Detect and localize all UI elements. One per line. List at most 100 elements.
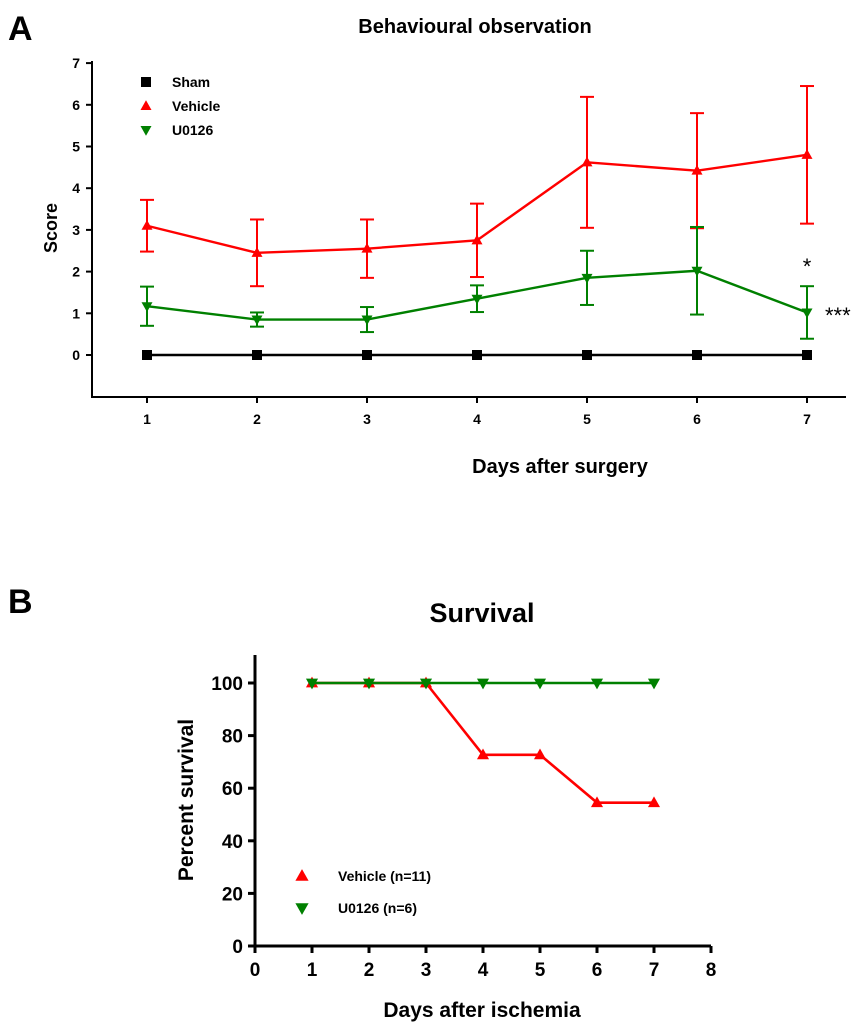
x-tick-label: 5	[535, 960, 546, 981]
legend-label: Sham	[172, 74, 210, 90]
x-tick-label: 1	[143, 411, 151, 427]
data-point	[251, 315, 263, 326]
panel-b-series	[305, 676, 661, 808]
x-tick-label: 8	[706, 960, 717, 981]
data-point	[476, 748, 490, 760]
data-point	[476, 678, 490, 690]
legend-marker	[295, 869, 309, 881]
y-tick-label: 4	[72, 180, 80, 196]
data-point	[533, 748, 547, 760]
series-sham	[142, 350, 812, 360]
y-tick-label: 3	[72, 222, 80, 238]
data-point	[361, 315, 373, 326]
y-tick-label: 80	[222, 727, 243, 748]
y-tick-label: 100	[211, 674, 243, 695]
x-tick-label: 6	[592, 960, 603, 981]
x-tick-label: 3	[421, 960, 432, 981]
data-point	[801, 149, 813, 159]
panel-a-annotations: ****	[803, 254, 851, 328]
panel-a-label: A	[8, 10, 33, 48]
panel-a-series	[140, 85, 814, 360]
data-point	[533, 678, 547, 690]
data-point	[590, 678, 604, 690]
series-u0126	[305, 678, 661, 690]
data-point	[692, 350, 702, 360]
panel-b-x-ticks: 0 1 2 3 4 5 6 7 8	[250, 946, 717, 981]
y-tick-label: 60	[222, 779, 243, 800]
data-point	[252, 350, 262, 360]
data-point	[647, 678, 661, 690]
x-tick-label: 3	[363, 411, 371, 427]
data-point	[590, 796, 604, 808]
y-tick-label: 1	[72, 305, 80, 321]
x-tick-label: 2	[253, 411, 261, 427]
legend-label: Vehicle (n=11)	[338, 868, 431, 884]
y-tick-label: 7	[72, 55, 80, 71]
series-line	[312, 681, 654, 804]
data-point	[251, 247, 263, 257]
data-point	[142, 350, 152, 360]
data-point	[691, 164, 703, 175]
panel-b-xlabel: Days after ischemia	[383, 999, 581, 1022]
data-point	[141, 302, 153, 312]
data-point	[141, 219, 153, 230]
legend-label: U0126	[172, 122, 213, 138]
data-point	[362, 678, 376, 690]
x-tick-label: 6	[693, 411, 701, 427]
data-point	[419, 678, 433, 690]
series-vehicle	[140, 85, 814, 288]
data-point	[582, 350, 592, 360]
series-u0126	[140, 225, 814, 340]
panel-a-chart: A Behavioural observation Days after sur…	[8, 10, 851, 478]
significance-marker: ***	[825, 303, 851, 328]
legend-marker	[141, 77, 151, 87]
data-point	[471, 294, 483, 305]
panel-b-title: Survival	[429, 598, 534, 628]
panel-a-y-ticks: 0 1 2 3 4 5 6 7	[72, 55, 92, 363]
legend-label: U0126 (n=6)	[338, 900, 417, 916]
x-tick-label: 0	[250, 960, 261, 981]
data-point	[305, 678, 319, 690]
legend-label: Vehicle	[172, 98, 220, 114]
y-tick-label: 0	[72, 347, 80, 363]
data-point	[471, 234, 483, 245]
panel-b-chart: B Survival Days after ischemia Percent s…	[8, 583, 716, 1022]
x-tick-label: 7	[803, 411, 811, 427]
panel-b-y-ticks: 0 20 40 60 80 100	[211, 674, 255, 958]
panel-a-x-ticks: 1 2 3 4 5 6 7	[143, 397, 811, 427]
panel-a-title: Behavioural observation	[358, 16, 591, 38]
data-point	[581, 156, 593, 167]
data-point	[802, 350, 812, 360]
panel-a-ylabel: Score	[41, 203, 61, 253]
data-point	[691, 266, 703, 277]
y-tick-label: 40	[222, 832, 243, 853]
x-tick-label: 7	[649, 960, 660, 981]
y-tick-label: 20	[222, 884, 243, 905]
data-point	[361, 242, 373, 253]
data-point	[647, 796, 661, 808]
series-vehicle	[305, 676, 661, 808]
y-tick-label: 2	[72, 264, 80, 280]
panel-b-label: B	[8, 583, 33, 621]
panel-b-legend: Vehicle (n=11) U0126 (n=6)	[295, 868, 431, 916]
y-tick-label: 0	[232, 937, 243, 958]
data-point	[472, 350, 482, 360]
x-tick-label: 1	[307, 960, 318, 981]
x-tick-label: 2	[364, 960, 375, 981]
panel-b-ylabel: Percent survival	[175, 719, 198, 881]
panel-a-xlabel: Days after surgery	[472, 456, 649, 478]
x-tick-label: 4	[473, 411, 481, 427]
y-tick-label: 6	[72, 97, 80, 113]
y-tick-label: 5	[72, 139, 80, 155]
legend-marker	[140, 100, 152, 110]
data-point	[801, 308, 813, 319]
legend-marker	[295, 903, 309, 915]
data-point	[362, 350, 372, 360]
significance-marker: *	[803, 254, 812, 279]
data-point	[581, 273, 593, 284]
x-tick-label: 5	[583, 411, 591, 427]
x-tick-label: 4	[478, 960, 489, 981]
legend-marker	[140, 126, 152, 136]
panel-a-legend: Sham Vehicle U0126	[140, 74, 220, 138]
